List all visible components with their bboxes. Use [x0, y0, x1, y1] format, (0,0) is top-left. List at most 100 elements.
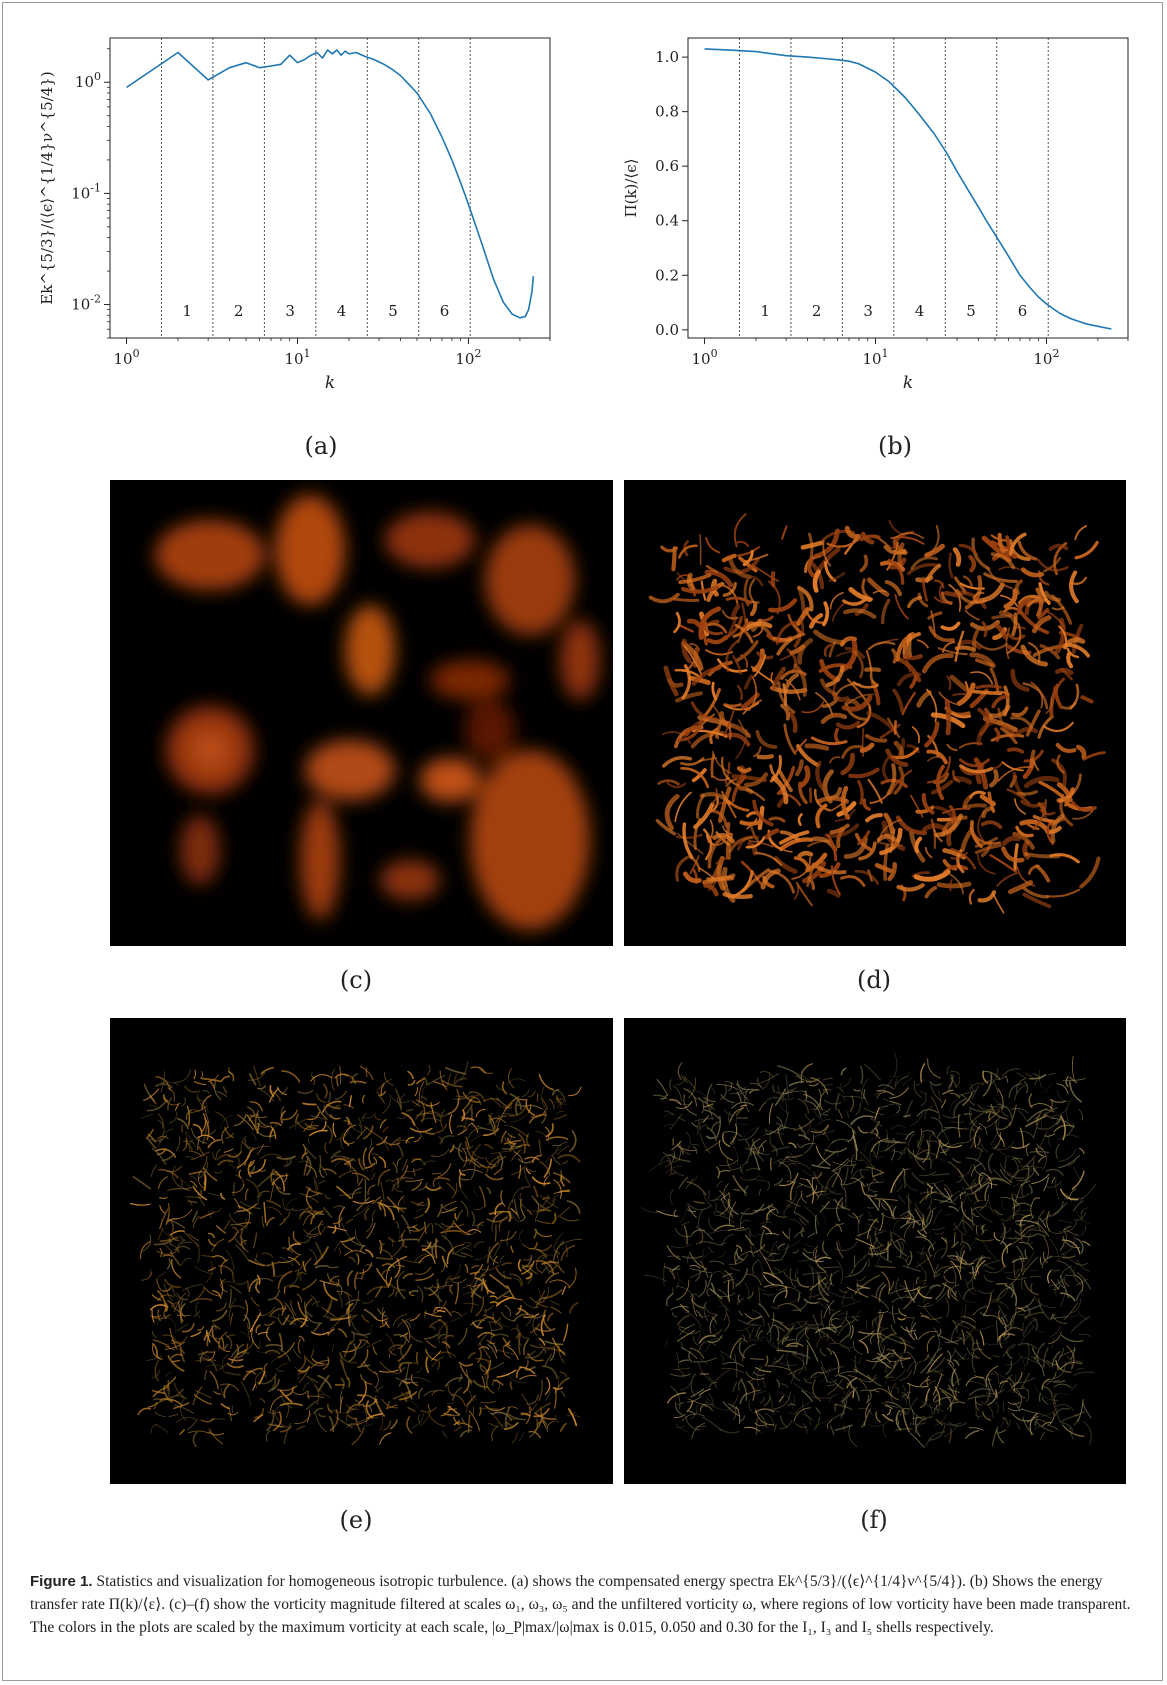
panel-f-filament — [755, 1418, 758, 1435]
panel-f-filament — [851, 1309, 861, 1324]
panel-f-filament — [951, 1294, 959, 1302]
panel-e-filament — [211, 1255, 227, 1262]
panel-f-filament — [901, 1392, 911, 1406]
panel-f-filament — [1011, 1194, 1015, 1220]
panel-f-filament — [1032, 1316, 1038, 1331]
panel-f-filament — [835, 1093, 840, 1110]
panel-f-filament — [902, 1265, 921, 1272]
panel-f-filament — [1000, 1226, 1006, 1245]
panel-f-filament — [799, 1217, 807, 1226]
panel-f-filament — [705, 1400, 713, 1406]
panel-e-filament — [392, 1184, 403, 1193]
panel-f-filament — [729, 1123, 738, 1144]
panel-f-filament — [939, 1387, 960, 1401]
panel-f-filament — [876, 1091, 887, 1099]
panel-e-filament — [519, 1374, 537, 1380]
panel-f-filament — [907, 1148, 931, 1160]
panel-f-filament — [1033, 1295, 1056, 1308]
panel-e-filament — [503, 1139, 522, 1145]
panel-e-filament — [479, 1363, 485, 1373]
panel-f-filament — [766, 1208, 776, 1221]
panel-f-filament — [1029, 1150, 1050, 1154]
panel-f-filament — [759, 1250, 781, 1262]
panel-e-filament — [281, 1247, 293, 1254]
panel-f-filament — [793, 1355, 806, 1372]
panel-e-filament — [525, 1313, 534, 1326]
panel-f-filament — [793, 1118, 815, 1131]
panel-f-filament — [984, 1184, 990, 1201]
panel-f-filament — [1026, 1146, 1029, 1157]
panel-e-filament — [460, 1094, 480, 1099]
panel-f-filament — [891, 1351, 910, 1358]
panel-f-filament — [702, 1252, 712, 1261]
panel-e-filament — [332, 1104, 341, 1110]
panel-e-filament — [213, 1170, 223, 1174]
panel-f-filament — [992, 1355, 1000, 1357]
panel-f-filament — [890, 1171, 903, 1193]
panel-e-filament — [246, 1114, 256, 1128]
panel-f-filament — [704, 1304, 716, 1315]
panel-d-filament — [917, 592, 929, 608]
panel-f-filament — [788, 1411, 798, 1415]
panel-e-filament — [535, 1290, 546, 1309]
panel-f-filament — [767, 1322, 772, 1342]
panel-e-filament — [496, 1378, 500, 1390]
panel-e-filament — [273, 1401, 290, 1416]
panel-e-filament — [239, 1213, 250, 1231]
panel-e-filament — [251, 1327, 260, 1349]
panel-d-filament — [1013, 843, 1019, 872]
panel-d-filament — [906, 633, 913, 659]
panel-e-filament — [420, 1100, 426, 1123]
panel-f-filament — [755, 1408, 775, 1426]
panel-f-filament — [939, 1194, 953, 1203]
panel-e-filament — [173, 1382, 188, 1400]
panel-f-filament — [1062, 1253, 1079, 1266]
panel-e-filament — [484, 1405, 506, 1412]
panel-e-filament — [441, 1341, 451, 1349]
panel-f-filament — [1060, 1234, 1076, 1256]
panel-e-filament — [215, 1148, 221, 1161]
panel-e-filament — [220, 1403, 230, 1410]
panel-e-filament — [517, 1329, 522, 1347]
panel-e-filament — [155, 1423, 169, 1434]
panel-e-filament — [305, 1400, 318, 1411]
panel-e-filament — [193, 1105, 207, 1111]
panel-f-filament — [876, 1089, 895, 1096]
panel-f-filament — [956, 1308, 963, 1324]
panel-e-filament — [396, 1270, 405, 1292]
panel-f-filament — [783, 1097, 794, 1101]
panel-e-filament — [277, 1342, 296, 1359]
panel-e-filament — [437, 1318, 448, 1335]
panel-f-filament — [841, 1300, 862, 1308]
panel-d-filament — [985, 565, 1013, 590]
panel-d-filament — [1014, 579, 1023, 595]
panel-e-filament — [376, 1091, 385, 1104]
panel-e-filament — [239, 1236, 247, 1246]
panel-f-filament — [875, 1411, 881, 1423]
panel-e-filament — [470, 1106, 473, 1121]
panel-e-filament — [247, 1106, 255, 1115]
panel-e-filament — [488, 1410, 504, 1429]
panel-e-filament — [355, 1417, 362, 1433]
panel-e-filament — [298, 1205, 313, 1220]
panel-f-filament — [688, 1077, 696, 1099]
panel-f-filament — [935, 1281, 947, 1300]
panel-d-filament — [779, 652, 796, 661]
panel-e-filament — [223, 1343, 229, 1351]
panel-d-filament — [960, 829, 973, 853]
panel-e-filament — [253, 1414, 264, 1423]
panel-e-filament — [391, 1238, 394, 1248]
panel-d-filament — [677, 623, 694, 633]
panel-f-filament — [787, 1199, 801, 1208]
panel-f-filament — [868, 1374, 877, 1384]
panel-d-filament — [812, 569, 822, 593]
panel-e-filament — [140, 1271, 153, 1281]
panel-f-filament — [660, 1094, 667, 1100]
panel-f-filament — [1060, 1288, 1067, 1307]
panel-f-filament — [920, 1353, 936, 1374]
panel-d-filament — [722, 825, 733, 835]
panel-f-filament — [823, 1099, 842, 1105]
panel-d-filament — [770, 672, 775, 686]
panel-d-filament — [883, 812, 895, 835]
panel-d-filament — [781, 525, 788, 540]
